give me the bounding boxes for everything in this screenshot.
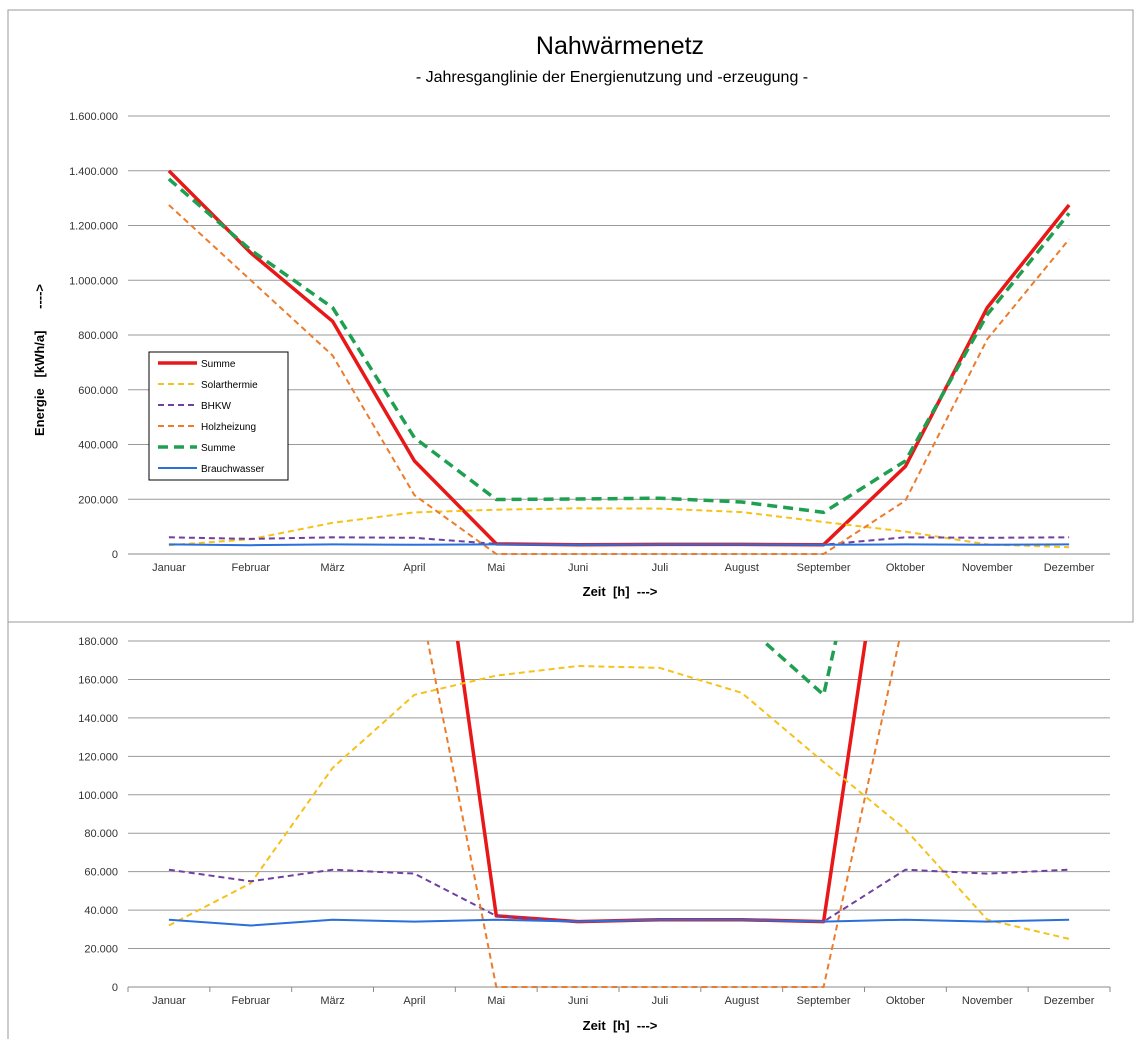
top-x-tick-label: September [797,562,851,574]
chart-legend: Summe Solarthermie BHKW Holzheizung Summe Bra… [148,351,289,481]
bottom-series-brauchwasser-5 [168,918,1070,927]
top-series-solarthermie-1 [168,507,1070,549]
bottom-x-tick-label: Februar [231,995,270,1007]
bottom-axes: 0 20.000 40.000 60.000 80.000 100.000 120.000 1… [78,636,1111,1007]
bottom-x-tick-label: April [403,995,425,1007]
bottom-x-tick-label: Dezember [1044,995,1095,1007]
bottom-gridlines [128,640,1110,988]
bottom-y-tick-label: 20.000 [84,944,118,956]
top-x-tick-label: März [320,562,344,574]
top-y-tick-label: 400.000 [78,440,118,452]
top-gridlines [128,115,1110,555]
bottom-series-solarthermie-1 [168,665,1070,940]
bottom-y-tick-label: 140.000 [78,713,118,725]
bottom-x-tick-label: Januar [152,995,186,1007]
top-y-axis-label: Energie [kWh/a] ----> [32,284,47,436]
bottom-y-tick-label: 80.000 [84,828,118,840]
legend-label: Summe [201,359,236,370]
top-axes: 0 200.000 400.000 600.000 800.000 1.000.000 1.… [69,111,1095,574]
bottom-x-tick-label: Juni [568,995,588,1007]
chart-subtitle: - Jahresganglinie der Energienutzung und… [416,69,808,86]
bottom-y-tick-label: 180.000 [78,636,118,648]
top-chart-border [7,9,1134,623]
chart-title: Nahwärmenetz [536,32,704,60]
legend-label: Brauchwasser [201,464,265,475]
top-x-tick-label: Juli [652,562,669,574]
bottom-x-tick-label: September [797,995,851,1007]
bottom-x-tick-label: Oktober [886,995,925,1007]
top-x-tick-label: Dezember [1044,562,1095,574]
top-x-tick-label: August [725,562,759,574]
legend-label: Summe [201,443,236,454]
bottom-x-axis-label: Zeit [h] ---> [583,1018,658,1033]
bottom-x-tick-label: Juli [652,995,669,1007]
top-y-tick-label: 600.000 [78,385,118,397]
top-series-brauchwasser-5 [168,543,1070,547]
bottom-y-tick-label: 100.000 [78,790,118,802]
bottom-y-tick-label: 40.000 [84,905,118,917]
top-x-tick-label: Mai [487,562,505,574]
top-y-tick-label: 1.000.000 [69,275,118,287]
bottom-x-tick-label: Mai [487,995,505,1007]
top-y-tick-label: 0 [112,549,118,561]
top-y-tick-label: 1.600.000 [69,111,118,123]
bottom-y-tick-label: 120.000 [78,751,118,763]
bottom-y-tick-label: 60.000 [84,867,118,879]
bottom-series-lines [168,641,1070,988]
top-x-tick-label: Juni [568,562,588,574]
top-y-tick-label: 1.400.000 [69,166,118,178]
legend-label: BHKW [201,401,232,412]
top-x-tick-label: Januar [152,562,186,574]
top-y-tick-label: 200.000 [78,494,118,506]
bottom-series-bhkw-2 [168,868,1070,923]
top-y-tick-label: 800.000 [78,330,118,342]
top-series-lines [167,169,1071,555]
top-series-holzheizung-3 [168,204,1070,555]
legend-label: Solarthermie [201,380,258,391]
bottom-x-tick-label: November [962,995,1013,1007]
top-x-tick-label: Februar [231,562,270,574]
legend-box [148,351,289,481]
bottom-y-tick-label: 160.000 [78,674,118,686]
top-x-tick-label: November [962,562,1013,574]
top-x-axis-label: Zeit [h] ---> [583,584,658,599]
top-series-summe-4 [167,177,1071,515]
bottom-x-tick-label: März [320,995,344,1007]
bottom-x-tick-label: August [725,995,759,1007]
top-y-tick-label: 1.200.000 [69,221,118,233]
top-x-tick-label: Oktober [886,562,925,574]
top-x-tick-label: April [403,562,425,574]
legend-label: Holzheizung [201,422,256,433]
bottom-y-tick-label: 0 [112,982,118,994]
